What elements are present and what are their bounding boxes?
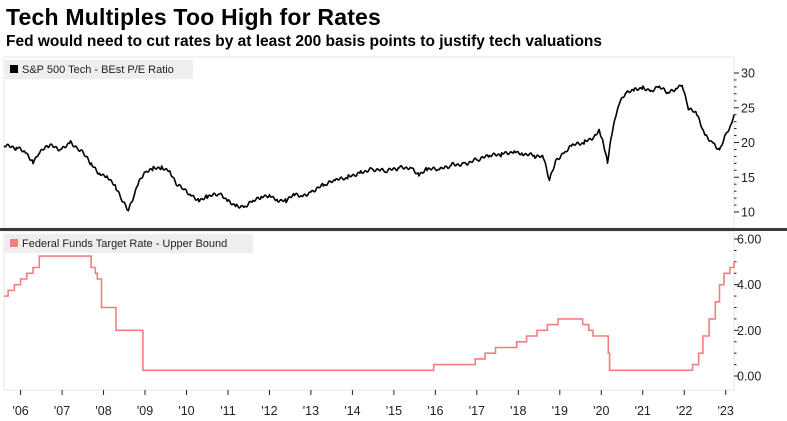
top-legend-label: S&P 500 Tech - BEst P/E Ratio — [22, 64, 174, 76]
x-tick-label: '22 — [676, 404, 692, 418]
bottom-legend-label: Federal Funds Target Rate - Upper Bound — [22, 238, 227, 250]
x-tick-label: '20 — [593, 404, 609, 418]
x-tick-label: '06 — [12, 404, 28, 418]
top-legend: S&P 500 Tech - BEst P/E Ratio — [5, 60, 193, 79]
bottom-y-axis: 0.00 2.00 4.00 6.00 — [734, 233, 761, 384]
x-tick-label: '17 — [469, 404, 485, 418]
bottom-legend: Federal Funds Target Rate - Upper Bound — [5, 234, 253, 253]
x-tick-label: '07 — [54, 404, 70, 418]
top-y-tick-label: 10 — [741, 206, 755, 220]
x-tick-label: '11 — [220, 404, 235, 418]
x-tick-label: '19 — [552, 404, 568, 418]
x-axis: '06 '07 '08 '09 '10 '11 '12 '13 '14 '15 '16 '17 '18 '… — [12, 390, 734, 418]
x-tick-label: '08 — [95, 404, 111, 418]
top-legend-box — [5, 60, 193, 79]
bottom-y-tick-label: 6.00 — [737, 233, 761, 247]
x-tick-label: '21 — [635, 404, 651, 418]
bottom-panel-frame — [3, 230, 735, 391]
top-y-tick-label: 20 — [741, 136, 755, 150]
x-tick-label: '12 — [261, 404, 277, 418]
bottom-y-tick-label: 0.00 — [737, 370, 761, 384]
x-tick-label: '16 — [427, 404, 443, 418]
top-y-tick-label: 25 — [741, 101, 755, 115]
bottom-legend-box — [5, 234, 253, 253]
top-y-axis: 10 15 20 25 30 — [734, 67, 755, 220]
pe-ratio-line — [3, 84, 735, 212]
top-y-tick-label: 15 — [741, 171, 755, 185]
chart-title: Tech Multiples Too High for Rates — [6, 4, 382, 30]
x-tick-label: '09 — [137, 404, 153, 418]
x-tick-label: '18 — [510, 404, 526, 418]
top-y-tick-label: 30 — [741, 67, 755, 81]
bottom-legend-swatch — [10, 239, 18, 247]
bottom-y-tick-label: 4.00 — [737, 278, 761, 292]
top-panel-frame — [3, 56, 735, 229]
fed-funds-rate-line — [4, 255, 735, 372]
x-tick-label: '23 — [718, 404, 734, 418]
chart-subtitle: Fed would need to cut rates by at least … — [6, 33, 603, 50]
x-tick-label: '10 — [178, 404, 194, 418]
x-tick-label: '13 — [303, 404, 319, 418]
bottom-y-tick-label: 2.00 — [737, 324, 761, 338]
x-tick-label: '15 — [386, 404, 402, 418]
top-legend-swatch — [10, 65, 18, 73]
x-tick-label: '14 — [344, 404, 360, 418]
